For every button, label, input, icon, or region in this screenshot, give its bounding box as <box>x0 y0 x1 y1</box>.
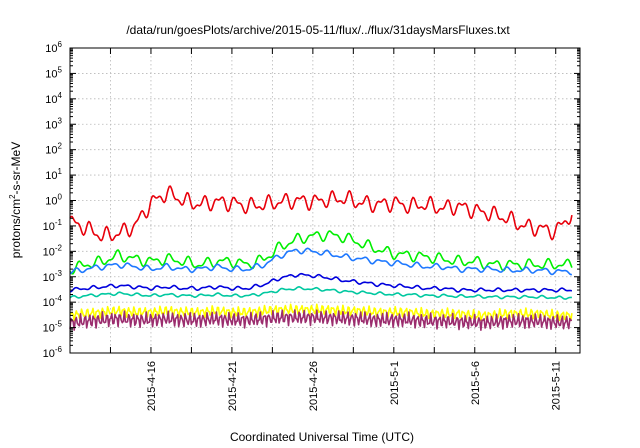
series-line-3 <box>69 247 572 276</box>
y-axis-label-sup: 2 <box>8 194 17 199</box>
y-tick-label: 104 <box>45 91 62 106</box>
y-axis-label-suffix: -s-sr-MeV <box>9 142 23 195</box>
x-tick-label: 2015-4-21 <box>227 361 239 411</box>
series-group <box>69 185 573 332</box>
y-tick-label: 10-1 <box>43 218 63 233</box>
ticks <box>70 47 580 354</box>
y-tick-label: 106 <box>45 40 62 55</box>
series-line-2 <box>69 230 573 275</box>
chart-title: /data/run/goesPlots/archive/2015-05-11/f… <box>126 23 510 37</box>
x-tick-label: 2015-5-11 <box>551 361 563 410</box>
y-tick-label: 10-3 <box>43 269 63 284</box>
y-tick-label: 103 <box>45 116 62 131</box>
series-line-1 <box>69 185 573 242</box>
y-tick-label: 102 <box>45 142 62 157</box>
y-tick-label: 10-6 <box>43 345 63 360</box>
series-line-5 <box>69 285 572 300</box>
y-tick-label: 100 <box>45 193 62 208</box>
x-tick-label: 2015-5-1 <box>389 361 401 405</box>
x-tick-label: 2015-5-6 <box>470 361 482 405</box>
x-tick-labels: 2015-4-16 2015-4-21 2015-4-26 2015-5-1 2015-… <box>146 361 563 411</box>
series-line-7 <box>69 309 573 332</box>
y-tick-label: 10-2 <box>43 243 63 258</box>
y-tick-label: 105 <box>45 65 62 80</box>
x-tick-label: 2015-4-16 <box>146 361 158 411</box>
grid <box>70 48 580 353</box>
y-axis-label-prefix: protons/cm <box>9 199 23 258</box>
y-tick-label: 10-5 <box>43 320 63 335</box>
series-line-4 <box>69 272 573 293</box>
y-tick-label: 101 <box>45 167 62 182</box>
x-tick-label: 2015-4-26 <box>308 361 320 411</box>
y-tick-labels: 106 105 104 103 102 101 100 10-1 10-2 10-3 10-4 10-… <box>43 40 63 360</box>
x-axis-label: Coordinated Universal Time (UTC) <box>230 430 414 444</box>
y-tick-label: 10-4 <box>43 294 63 309</box>
y-axis-label: protons/cm2-s-sr-MeV <box>8 142 23 258</box>
